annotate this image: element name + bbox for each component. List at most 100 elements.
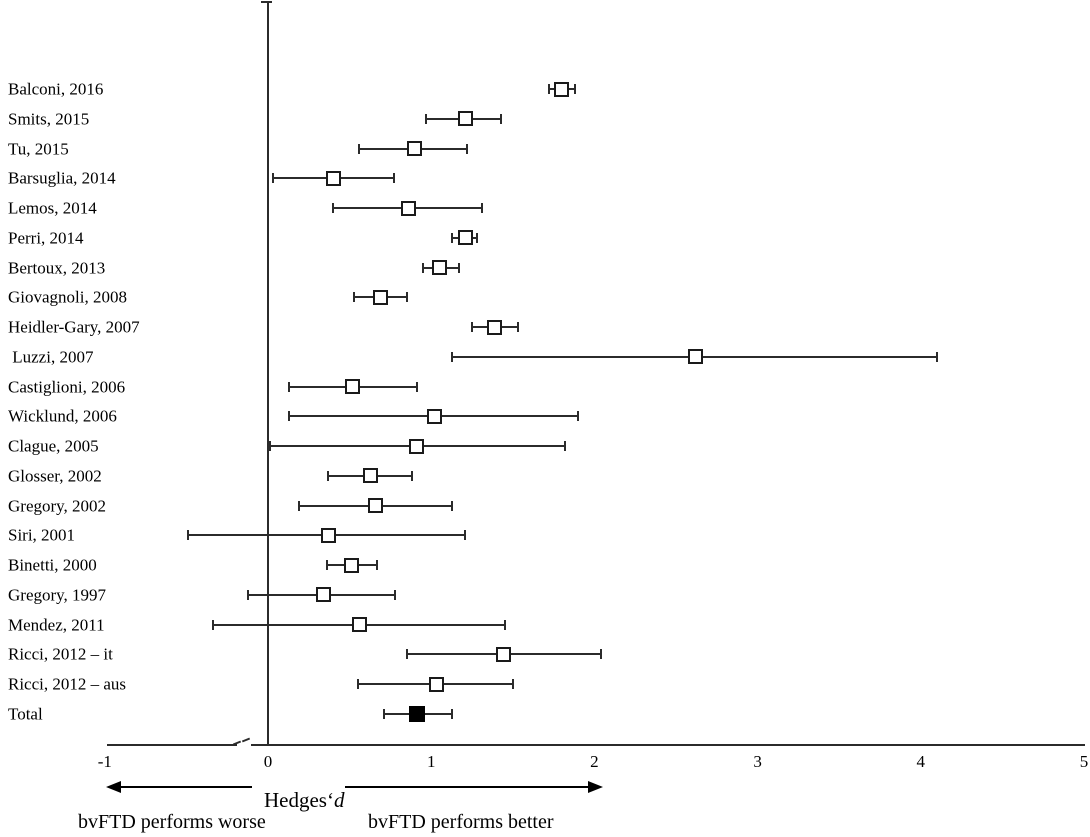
study-effect-marker — [688, 349, 704, 365]
zero-reference-line — [267, 2, 269, 745]
study-effect-marker — [495, 646, 511, 662]
study-label: Ricci, 2012 – aus — [8, 674, 127, 694]
study-label: Barsuglia, 2014 — [8, 168, 116, 188]
x-tick-label: 4 — [916, 752, 926, 771]
study-label: Total — [8, 704, 43, 724]
x-tick-label: 5 — [1079, 752, 1089, 771]
ci-cap — [511, 679, 514, 689]
ci-cap — [325, 560, 328, 570]
ci-cap — [405, 292, 408, 303]
ci-cap — [268, 441, 271, 451]
ci-cap — [271, 173, 274, 184]
total-effect-marker — [408, 705, 425, 722]
ci-cap — [187, 530, 190, 541]
ci-cap — [475, 232, 478, 243]
x-axis-title-text: Hedges‘ — [264, 788, 334, 812]
ci-cap — [599, 649, 602, 660]
study-effect-marker — [431, 260, 447, 275]
study-effect-marker — [343, 557, 359, 573]
ci-cap — [451, 708, 454, 719]
study-label: Luzzi, 2007 — [8, 347, 94, 367]
zero-line-top-cap — [261, 1, 272, 3]
ci-cap — [464, 530, 467, 541]
ci-cap — [451, 232, 454, 243]
ci-cap — [382, 708, 385, 719]
study-label: Smits, 2015 — [8, 109, 90, 129]
ci-cap — [466, 143, 469, 154]
ci-cap — [211, 619, 214, 630]
study-effect-marker — [426, 408, 442, 424]
study-label: Mendez, 2011 — [8, 615, 105, 634]
study-label: Siri, 2001 — [8, 525, 76, 545]
study-effect-marker — [363, 468, 379, 484]
study-label: Heidler-Gary, 2007 — [8, 317, 140, 337]
study-label: Gregory, 2002 — [8, 496, 107, 515]
ci-cap — [577, 411, 580, 422]
study-effect-marker — [409, 438, 424, 454]
x-axis-right-segment — [251, 744, 1085, 746]
study-effect-marker — [554, 81, 570, 97]
ci-cap — [376, 560, 379, 570]
better-arrow-head-icon — [588, 781, 603, 793]
x-axis-title-d: d — [333, 788, 345, 812]
ci-cap — [936, 351, 939, 362]
study-label: Wicklund, 2006 — [8, 406, 117, 426]
study-label: Tu, 2015 — [8, 139, 69, 158]
study-effect-marker — [400, 200, 416, 216]
study-effect-marker — [487, 319, 503, 335]
study-label: Glosser, 2002 — [8, 466, 102, 486]
x-tick-label: -1 — [97, 752, 112, 771]
ci-cap — [356, 679, 359, 689]
ci-cap — [392, 173, 395, 184]
ci-cap — [451, 351, 454, 362]
study-label: Balconi, 2016 — [8, 79, 104, 99]
ci-cap — [288, 411, 291, 422]
study-effect-marker — [345, 379, 361, 394]
study-label: Binetti, 2000 — [8, 555, 97, 575]
ci-cap — [425, 113, 428, 124]
study-label: Bertoux, 2013 — [8, 258, 106, 277]
x-axis-title: Hedges‘d — [264, 790, 344, 811]
ci-cap — [394, 589, 397, 600]
axis-break-mark — [232, 740, 242, 746]
axis-break-mark — [241, 737, 251, 743]
study-effect-marker — [373, 289, 389, 305]
ci-cap — [451, 500, 454, 511]
ci-cap — [573, 84, 576, 94]
study-effect-marker — [457, 230, 473, 246]
ci-cap — [358, 143, 361, 154]
x-tick-label: 1 — [426, 752, 436, 771]
ci-cap — [332, 203, 335, 213]
x-axis-left-segment — [107, 744, 237, 746]
x-tick-label: 2 — [590, 752, 599, 771]
study-label: Ricci, 2012 – it — [8, 644, 113, 664]
study-effect-marker — [457, 111, 473, 127]
ci-cap — [405, 649, 408, 660]
ci-cap — [247, 589, 250, 600]
ci-cap — [353, 292, 356, 303]
ci-cap — [410, 470, 413, 481]
ci-cap — [415, 381, 418, 392]
x-tick-label: 3 — [753, 752, 762, 771]
worse-arrow-head-icon — [106, 781, 121, 793]
ci-cap — [327, 470, 330, 481]
x-tick-label: 0 — [263, 752, 273, 771]
study-label: Giovagnoli, 2008 — [8, 287, 127, 307]
study-label: Lemos, 2014 — [8, 198, 97, 218]
ci-cap — [471, 322, 473, 332]
ci-cap — [480, 203, 483, 213]
study-label: Clague, 2005 — [8, 436, 99, 456]
better-arrow-line — [345, 786, 590, 788]
ci-cap — [298, 500, 300, 511]
study-effect-marker — [351, 617, 367, 632]
ci-cap — [457, 262, 460, 273]
ci-cap — [500, 113, 503, 124]
ci-cap — [564, 441, 567, 451]
study-effect-marker — [325, 170, 341, 186]
study-label: Perri, 2014 — [8, 228, 84, 248]
study-effect-marker — [407, 141, 423, 156]
study-effect-marker — [315, 587, 331, 603]
ci-cap — [516, 322, 519, 332]
ci-cap — [422, 262, 425, 273]
